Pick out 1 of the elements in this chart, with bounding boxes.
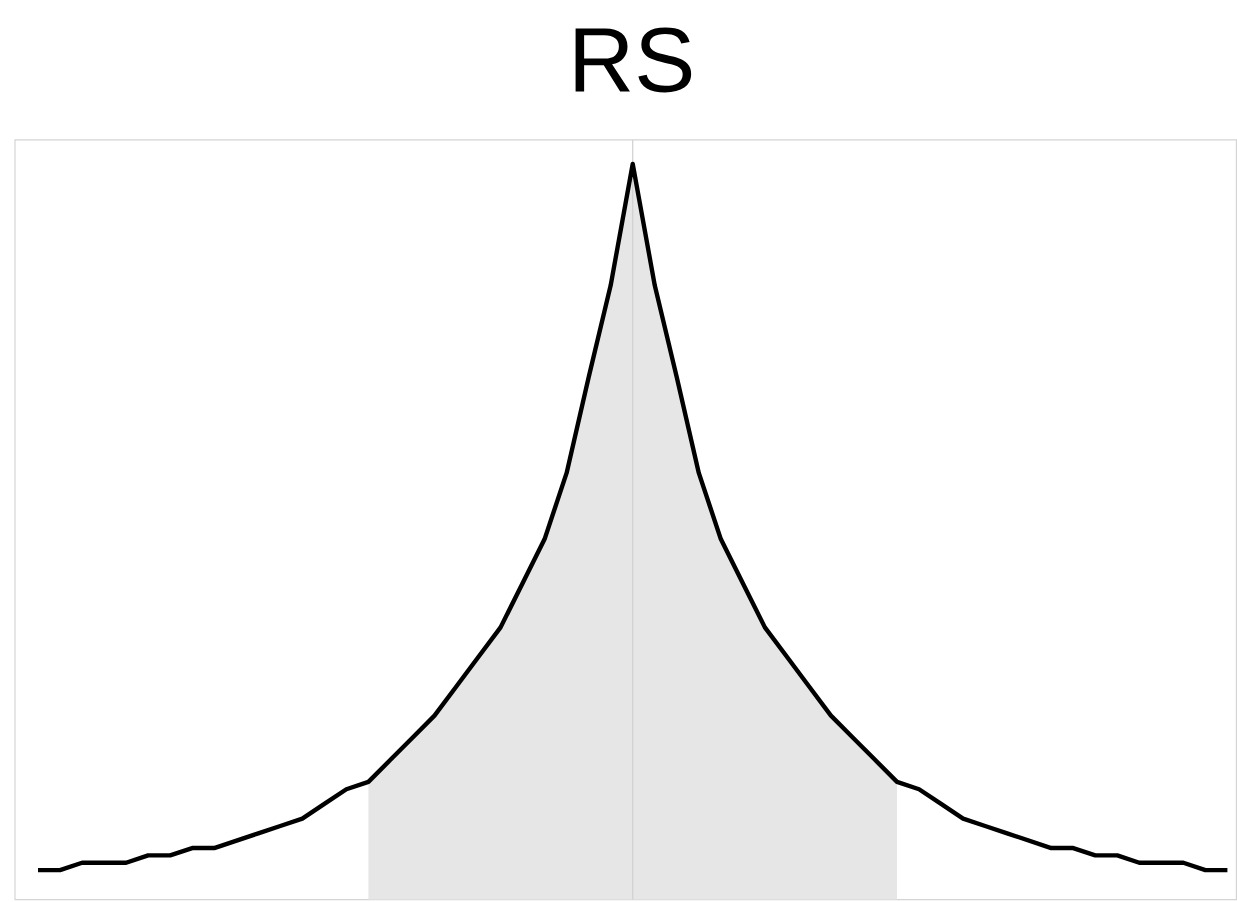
chart-title: RS	[575, 27, 692, 93]
